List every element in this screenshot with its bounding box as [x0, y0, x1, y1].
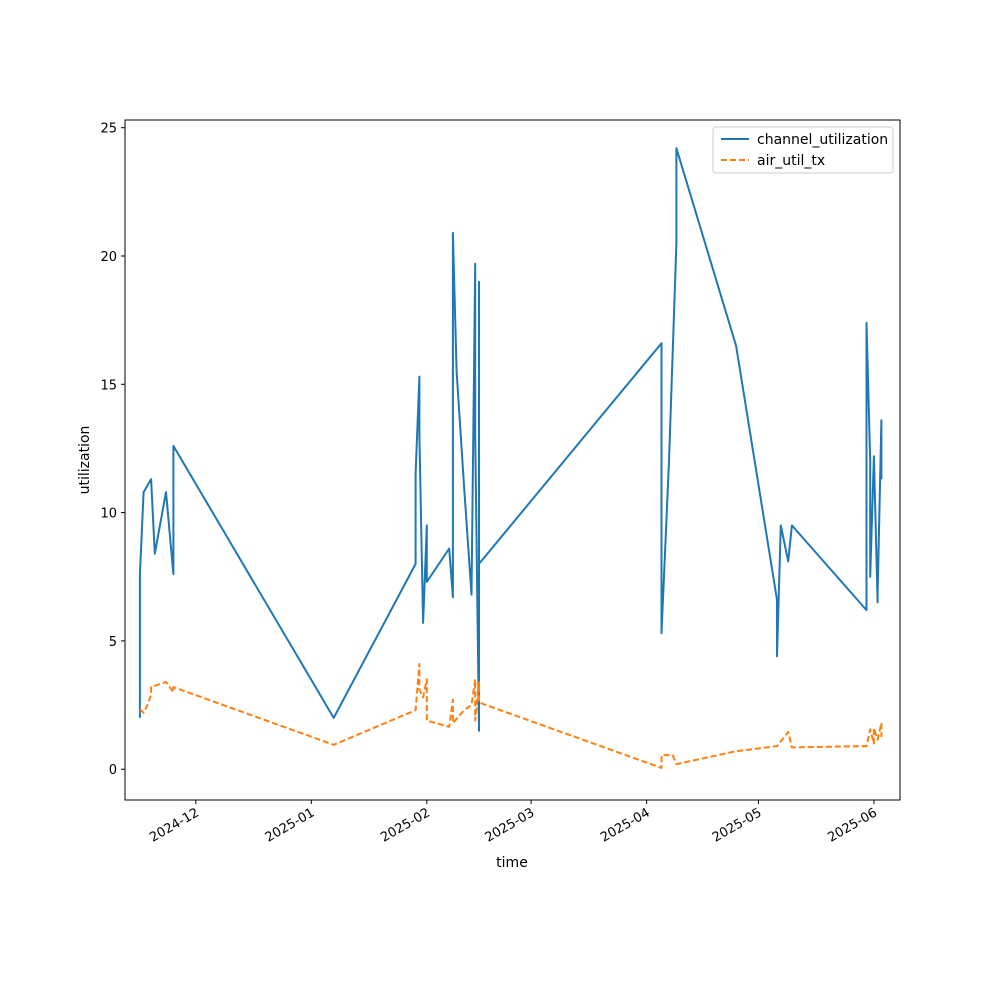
y-tick-label: 15	[100, 378, 117, 393]
axes-frame	[124, 119, 901, 801]
y-axis: 0 5 10 15 20 25	[100, 122, 125, 778]
series-line-air-util-tx	[139, 663, 883, 769]
legend-box	[712, 126, 894, 174]
y-tick-label: 25	[100, 122, 117, 137]
y-tick-label: 5	[109, 635, 117, 650]
legend-label-air-util-tx: air_util_tx	[757, 153, 825, 169]
x-axis-label: time	[496, 855, 528, 871]
y-tick-label: 10	[100, 507, 117, 522]
y-tick-label: 20	[100, 250, 117, 265]
series-line-channel-utilization	[138, 147, 883, 732]
plot-area	[138, 147, 883, 769]
legend-label-channel-utilization: channel_utilization	[757, 132, 888, 148]
y-axis-label: utilization	[77, 426, 93, 495]
y-tick-label: 0	[109, 763, 117, 778]
legend: channel_utilization air_util_tx	[712, 126, 894, 174]
